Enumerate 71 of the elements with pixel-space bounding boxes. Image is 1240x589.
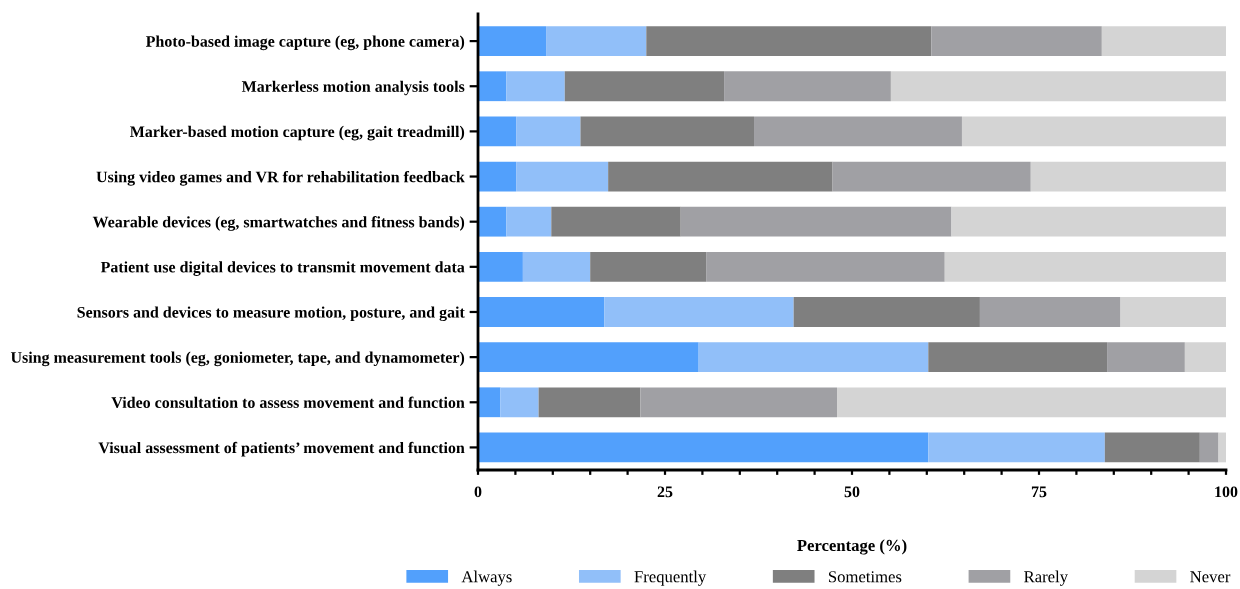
legend-label: Rarely [1024,570,1068,586]
y-tick-label: Marker-based motion capture (eg, gait treadmill) [130,125,465,141]
bar [478,206,507,237]
bar [961,116,1226,147]
bar [546,26,647,56]
y-tick-label: Wearable devices (eg, smartwatches and fitness bands) [92,216,465,231]
bar [551,206,681,237]
bar [1120,297,1226,327]
bar [1184,342,1226,373]
bar [928,432,1105,463]
bar [1030,161,1226,192]
bar [754,116,962,147]
bar [1101,26,1226,56]
y-tick-label: Photo-based image capture (eg, phone camera) [145,35,465,51]
legend-label: Always [461,570,512,586]
y-tick-label: Patient use digital devices to transmit movement data [100,261,465,276]
bar [590,251,707,282]
bar [478,26,547,56]
bar [478,251,523,282]
legend-label: Frequently [634,570,707,586]
bar [478,297,605,327]
bar [500,387,539,418]
bar [698,342,929,373]
bar [931,26,1102,56]
x-tick-label: 75 [1031,486,1047,498]
bar [979,297,1121,327]
bar [538,387,641,418]
y-tick-label: Visual assessment of patients’ movement and function [98,441,465,457]
legend-label: Never [1190,571,1231,583]
x-tick-label: 50 [844,486,860,498]
bar [944,251,1226,282]
y-tick-label: Sensors and devices to measure motion, posture, and gait [77,306,465,322]
bar [1199,432,1219,463]
bar [516,116,581,147]
x-tick-label: 0 [474,486,482,498]
bar [832,161,1031,192]
bar [478,342,699,373]
bar [516,161,609,192]
bar [1218,432,1226,463]
bar [564,71,725,102]
bar [680,206,952,237]
bar [506,71,565,102]
y-tick-label: Using measurement tools (eg, goniometer, tape, and dynamometer) [10,351,465,367]
bar [608,161,833,192]
bar [604,297,794,327]
y-tick-label: Markerless motion analysis tools [241,80,465,96]
bar [928,342,1108,373]
bar [522,251,591,282]
bar [890,71,1226,102]
y-tick-label: Using video games and VR for rehabilitation feedback [96,170,465,186]
y-tick-label: Video consultation to assess movement and function [111,396,465,409]
legend-label: Sometimes [828,571,902,583]
bar [478,71,507,102]
bar [1104,432,1200,463]
bar [837,387,1226,418]
bar [951,206,1226,237]
bar [724,71,891,102]
bar [478,161,517,192]
bar [640,387,838,418]
bar [506,206,552,237]
bar [646,26,932,56]
bar [793,297,980,327]
bar [1107,342,1185,373]
bar [478,116,517,147]
x-tick-label: 100 [1215,486,1238,498]
bar [478,432,929,463]
bar [580,116,755,147]
bar [478,387,501,418]
x-axis-title: Percentage (%) [797,539,907,555]
bar [706,251,945,282]
x-tick-label: 25 [657,486,673,498]
